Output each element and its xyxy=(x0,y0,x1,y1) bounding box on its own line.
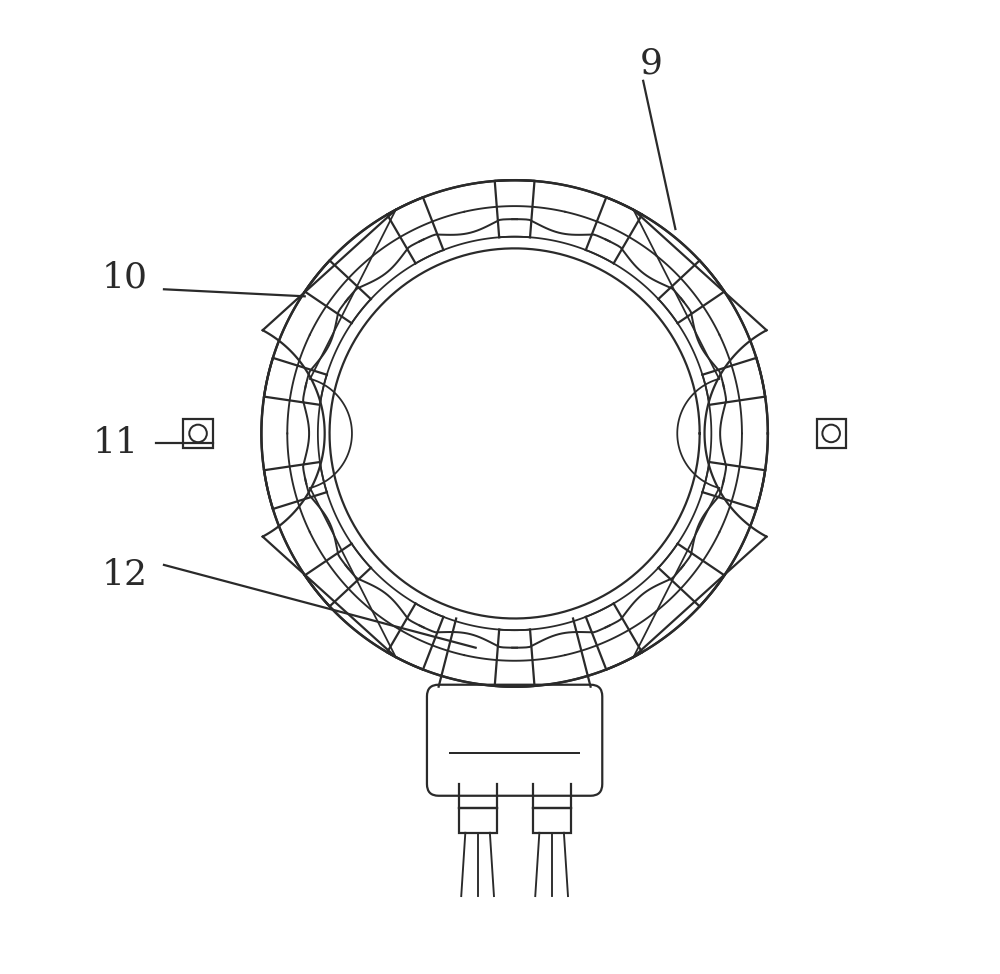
Text: 10: 10 xyxy=(102,261,148,294)
Text: 9: 9 xyxy=(640,47,662,80)
Text: 12: 12 xyxy=(102,558,148,591)
Bar xyxy=(183,419,213,448)
Bar xyxy=(533,808,571,833)
Text: 11: 11 xyxy=(92,427,138,460)
Bar xyxy=(817,419,846,448)
Bar xyxy=(459,808,497,833)
